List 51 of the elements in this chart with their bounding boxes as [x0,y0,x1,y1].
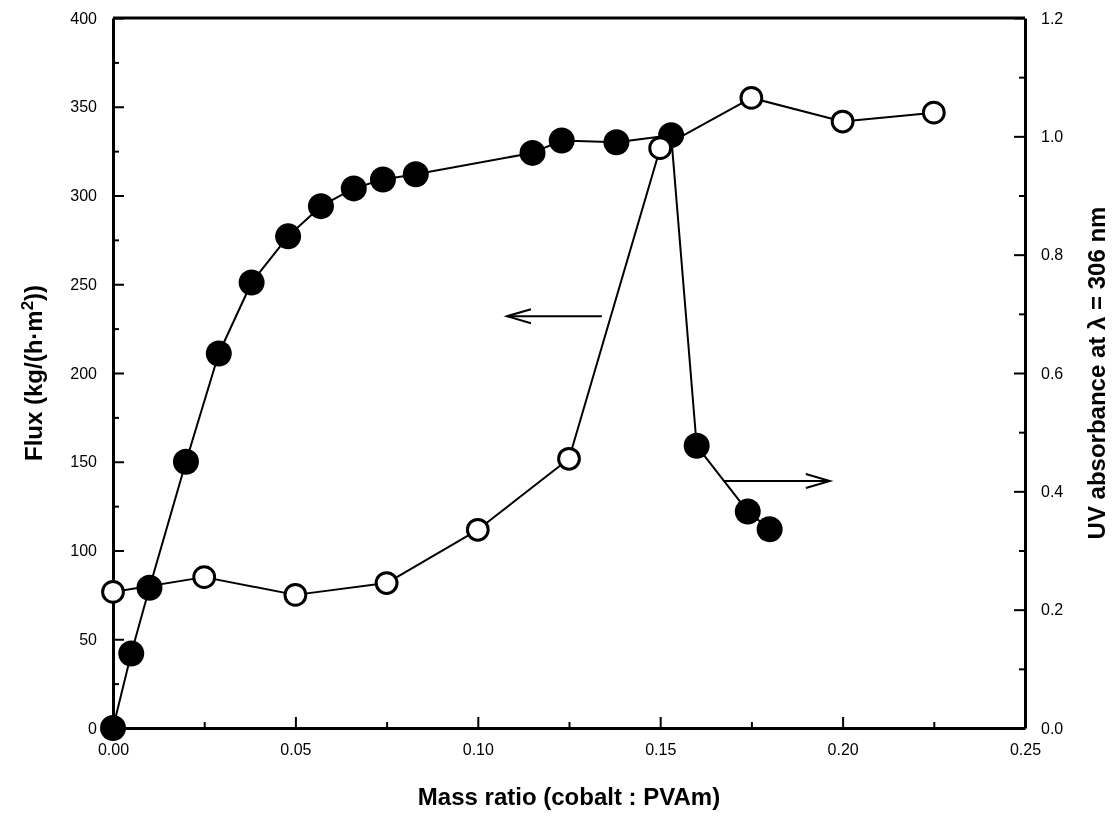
y2-tick-label: 1.0 [1041,127,1064,145]
y-tick-label: 50 [79,630,98,648]
y-tick-label: 200 [70,364,98,382]
point [465,517,490,542]
x-tick-label: 0.20 [827,741,859,759]
point [100,715,126,741]
y-tick-label: 250 [70,275,98,293]
y-tick-label: 150 [70,453,98,471]
y2-axis-title: UV absorbance at λ = 306 nm [1083,206,1110,540]
y2-tick-label: 0.0 [1041,719,1064,737]
y-tick-label: 350 [70,98,98,116]
y-tick-label: 100 [70,542,98,560]
point [548,127,575,154]
point [374,571,399,595]
x-tick-label: 0.25 [1009,741,1042,759]
x-tick-label: 0.05 [280,741,312,759]
point [921,100,946,125]
point [192,565,217,590]
point [275,223,302,250]
y2-tick-label: 0.6 [1041,364,1064,382]
point [557,446,581,471]
y2-tick-label: 0.8 [1041,246,1064,264]
point [101,580,125,604]
point [118,640,145,667]
point [238,269,265,296]
point [172,448,199,475]
point [340,175,367,202]
y2-tick-label: 1.2 [1041,9,1064,27]
x-tick-label: 0.00 [97,741,130,759]
point [369,166,396,193]
x-axis-title: Mass ratio (cobalt : PVAm) [417,783,721,810]
point [205,340,232,367]
point [756,516,783,543]
y-tick-label: 300 [70,187,98,205]
point [136,574,163,601]
x-tick-label: 0.15 [645,741,677,759]
point [739,85,764,110]
point [603,129,630,156]
y2-tick-label: 0.2 [1041,601,1064,619]
point [683,432,710,459]
point [283,582,308,607]
point [830,109,855,134]
x-tick-label: 0.10 [462,741,494,759]
point [307,193,334,220]
y-tick-label: 0 [88,719,98,737]
point [648,136,673,161]
point [519,139,546,166]
y2-tick-label: 0.4 [1041,482,1064,500]
point [402,161,429,188]
y-tick-label: 400 [70,9,98,27]
point [734,498,761,525]
